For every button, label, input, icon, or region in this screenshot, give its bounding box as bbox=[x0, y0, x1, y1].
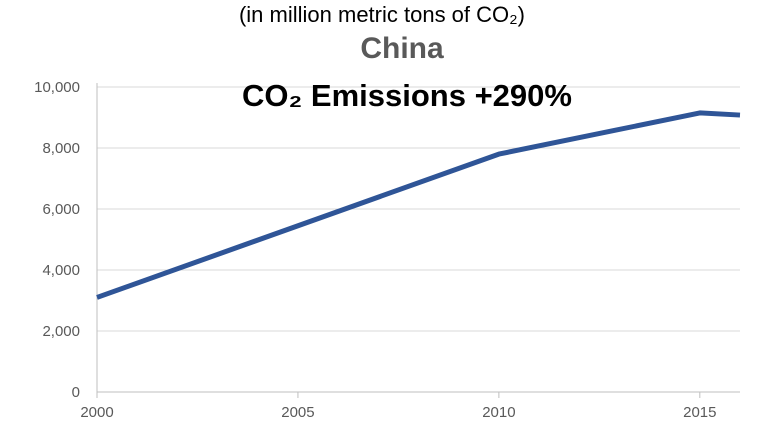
series-group bbox=[96, 110, 741, 300]
x-tick-label: 2000 bbox=[80, 404, 113, 421]
y-tick-label: 6,000 bbox=[42, 201, 80, 218]
y-tick-label: 10,000 bbox=[34, 79, 80, 96]
chart-title: China bbox=[360, 32, 444, 65]
y-tick-label: 0 bbox=[72, 384, 80, 401]
chart-header: (in million metric tons of CO₂) bbox=[239, 2, 525, 27]
axes bbox=[96, 83, 740, 398]
x-tick-label: 2010 bbox=[482, 404, 515, 421]
gridlines bbox=[97, 86, 740, 332]
x-tick-label: 2005 bbox=[281, 404, 314, 421]
y-tick-label: 2,000 bbox=[42, 323, 80, 340]
x-tick-label: 2015 bbox=[683, 404, 716, 421]
y-tick-label: 4,000 bbox=[42, 262, 80, 279]
y-tick-labels: 0 2,000 4,000 6,000 8,000 10,000 bbox=[34, 79, 80, 401]
series-line bbox=[96, 110, 741, 300]
chart-subtitle: CO₂ Emissions +290% bbox=[242, 78, 572, 113]
x-tick-labels: 2000 2005 2010 2015 bbox=[80, 404, 716, 421]
y-tick-label: 8,000 bbox=[42, 140, 80, 157]
